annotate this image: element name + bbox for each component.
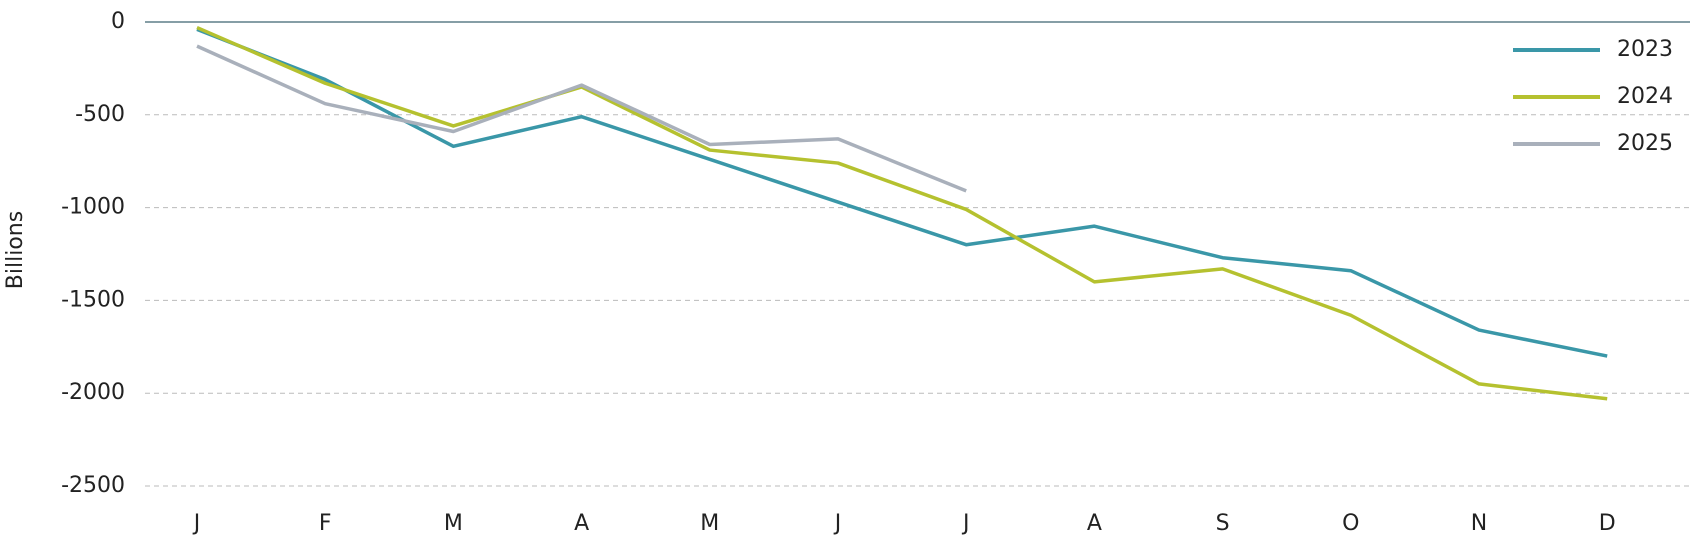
- x-tick-label: A: [1087, 511, 1102, 536]
- x-tick-label: O: [1342, 511, 1359, 536]
- x-tick-label: M: [700, 511, 719, 536]
- series-line: [196, 44, 967, 193]
- legend-label: 2023: [1617, 37, 1673, 62]
- series-line: [196, 25, 1608, 401]
- legend-label: 2024: [1617, 84, 1673, 109]
- y-tick-label: -2500: [61, 473, 125, 498]
- y-tick-label: -500: [75, 102, 125, 127]
- x-tick-label: S: [1216, 511, 1230, 536]
- legend-label: 2025: [1617, 131, 1673, 156]
- x-tick-label: F: [319, 511, 332, 536]
- x-tick-label: N: [1471, 511, 1487, 536]
- y-tick-label: 0: [111, 9, 125, 34]
- x-tick-label: M: [444, 511, 463, 536]
- x-tick-label: J: [961, 511, 970, 536]
- x-tick-label: D: [1599, 511, 1616, 536]
- x-tick-label: A: [574, 511, 589, 536]
- x-tick-label: J: [192, 511, 201, 536]
- y-tick-label: -2000: [61, 380, 125, 405]
- series-line: [196, 27, 1608, 358]
- y-axis-label: Billions: [3, 211, 28, 289]
- y-tick-label: -1500: [61, 287, 125, 312]
- y-tick-label: -1000: [61, 195, 125, 220]
- x-tick-label: J: [833, 511, 842, 536]
